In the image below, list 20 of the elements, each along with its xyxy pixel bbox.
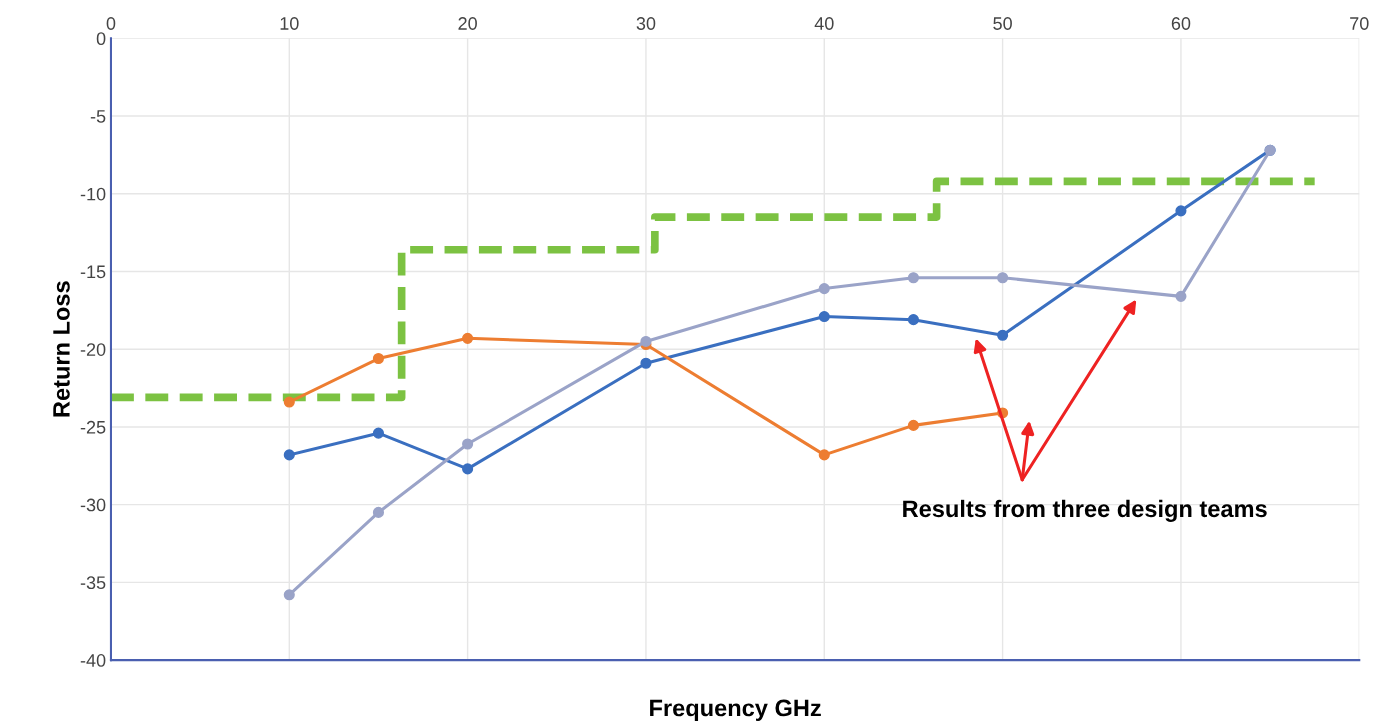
y-tick-label: -25 — [80, 420, 106, 434]
y-tick-label: -35 — [80, 576, 106, 590]
x-tick-label: 30 — [636, 17, 656, 30]
x-tick-label: 10 — [280, 17, 299, 30]
x-tick-label: 70 — [1350, 17, 1369, 30]
y-tick-label: -10 — [80, 187, 106, 201]
x-tick-label: 0 — [106, 17, 116, 30]
x-axis-title: Frequency GHz — [650, 699, 821, 721]
y-axis-title: Return Loss — [53, 281, 70, 417]
y-tick-label: -40 — [80, 654, 106, 667]
y-tick-label: 0 — [96, 32, 106, 46]
y-tick-label: -30 — [80, 498, 106, 512]
x-tick-label: 40 — [814, 17, 834, 30]
y-tick-label: -20 — [80, 343, 106, 356]
y-tick-label: -5 — [90, 110, 106, 123]
x-tick-label: 60 — [1171, 17, 1191, 30]
x-tick-label: 50 — [993, 17, 1012, 30]
x-tick-label: 20 — [458, 17, 477, 30]
y-tick-label: -15 — [80, 265, 106, 279]
annotation: Results from three design teams — [903, 499, 1267, 522]
